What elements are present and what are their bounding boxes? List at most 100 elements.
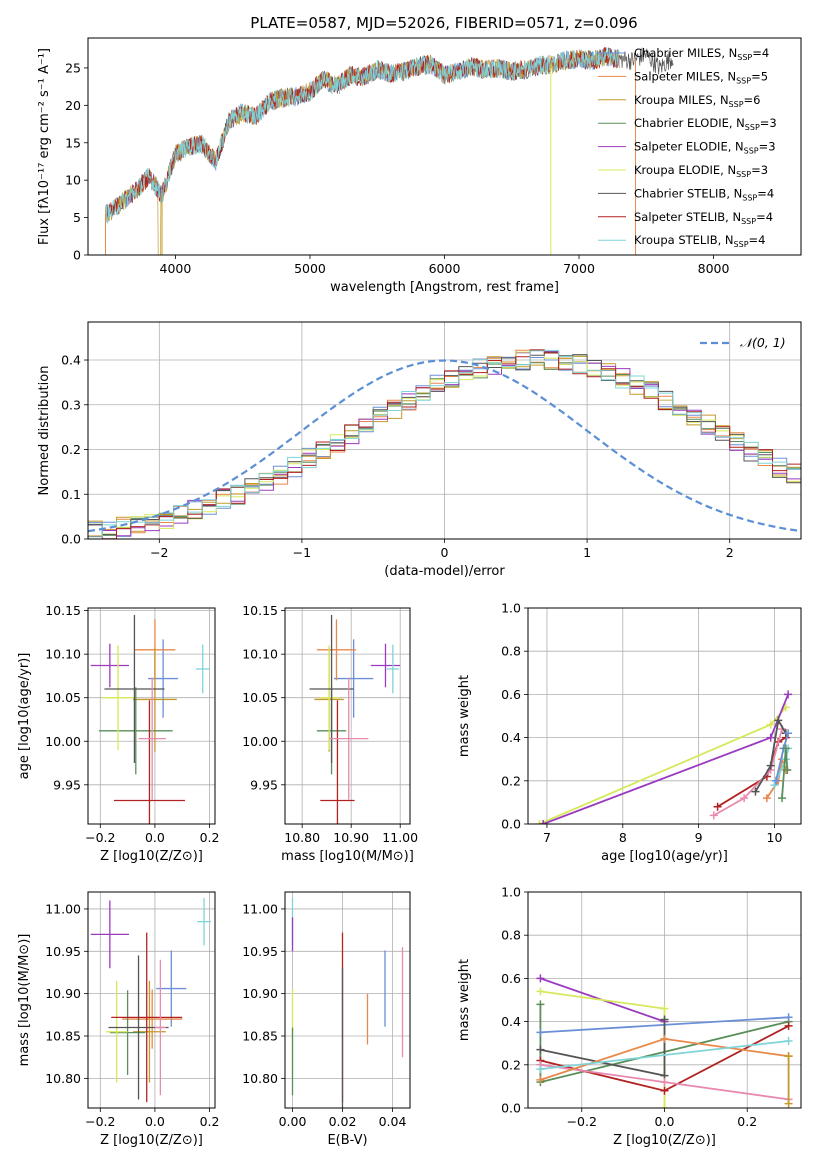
y-tick-label: 0.2 bbox=[61, 442, 81, 457]
weight-marker bbox=[536, 1075, 545, 1084]
y-tick-label: 0.4 bbox=[61, 353, 81, 368]
legend-subscript: SSP bbox=[734, 240, 749, 249]
legend-subscript: SSP bbox=[742, 193, 757, 202]
errorbar-point bbox=[156, 950, 187, 1027]
y-tick-label: 0.3 bbox=[61, 397, 81, 412]
weight-marker bbox=[784, 1052, 793, 1061]
y-tick-label: 0.0 bbox=[501, 1101, 521, 1116]
panel-age-vs-mass: 10.80 10.90 11.00 9.95 10.00 10.05 10.10 10.15 m… bbox=[242, 603, 418, 864]
legend-label: Kroupa STELIB, NSSP=4 bbox=[634, 233, 765, 249]
y-tick-label: 0.0 bbox=[61, 532, 81, 547]
weight-marker bbox=[774, 716, 783, 725]
weight-line bbox=[754, 717, 787, 793]
y-tick-label: 9.95 bbox=[53, 777, 81, 792]
errorbar-point bbox=[104, 614, 165, 764]
errorbar-point bbox=[90, 900, 129, 969]
weight-marker bbox=[781, 744, 790, 753]
errorbar-point bbox=[105, 980, 128, 1083]
panel-residual-histogram: −2 −1 0 1 2 0.0 0.1 0.2 0.3 0.4 (data-model)/error… bbox=[37, 321, 802, 579]
plot-area bbox=[90, 897, 211, 1103]
spectrum-line bbox=[105, 46, 620, 224]
weight-marker bbox=[536, 987, 545, 996]
legend-label: Kroupa MILES, NSSP=6 bbox=[634, 93, 760, 109]
legend-value: =4 bbox=[749, 233, 766, 247]
weight-marker bbox=[762, 794, 771, 803]
errorbar-point bbox=[90, 643, 129, 688]
weight-marker bbox=[660, 1034, 669, 1043]
y-tick-label: 11.00 bbox=[242, 901, 278, 916]
legend-text: Chabrier MILES, N bbox=[634, 46, 737, 60]
x-tick-label: 0.00 bbox=[279, 1114, 307, 1129]
y-tick-label: 10.85 bbox=[242, 1029, 278, 1044]
weight-line bbox=[540, 1040, 789, 1070]
y-tick-label: 10.95 bbox=[45, 944, 81, 959]
x-tick-label: 9 bbox=[695, 830, 703, 845]
weight-marker bbox=[784, 1013, 793, 1022]
y-axis-label: mass weight bbox=[457, 959, 472, 1041]
errorbar-point bbox=[148, 639, 179, 718]
weight-marker bbox=[784, 1021, 793, 1030]
legend-subscript: SSP bbox=[729, 100, 744, 109]
legend-value: =3 bbox=[760, 116, 777, 130]
y-tick-label: 0.8 bbox=[501, 644, 521, 659]
x-tick-label: 0.0 bbox=[145, 830, 165, 845]
y-axis-label: mass [log10(M/M⊙)] bbox=[17, 934, 32, 1067]
axes-frame bbox=[284, 607, 411, 825]
weight-marker bbox=[660, 1086, 669, 1095]
plot-area bbox=[88, 349, 801, 539]
weight-marker bbox=[713, 802, 722, 811]
y-tick-label: 20 bbox=[65, 98, 81, 113]
weight-marker bbox=[709, 811, 718, 820]
x-tick-label: 0.04 bbox=[379, 1114, 407, 1129]
legend-value: =5 bbox=[751, 69, 768, 83]
x-tick-label: 1 bbox=[583, 545, 591, 560]
weight-line bbox=[540, 990, 666, 1108]
legend-text: Kroupa ELODIE, N bbox=[634, 163, 736, 177]
errorbar-point bbox=[386, 644, 399, 694]
y-tick-label: 10.05 bbox=[242, 690, 278, 705]
y-tick-label: 9.95 bbox=[250, 777, 278, 792]
plot-area bbox=[535, 690, 793, 824]
x-tick-label: 0.0 bbox=[145, 1114, 165, 1129]
weight-marker bbox=[784, 1037, 793, 1046]
x-tick-label: 2 bbox=[726, 545, 734, 560]
weight-marker bbox=[778, 794, 787, 803]
legend-subscript: SSP bbox=[736, 170, 751, 179]
legend-label: Kroupa ELODIE, NSSP=3 bbox=[634, 163, 768, 179]
errorbar-point bbox=[197, 897, 211, 946]
axes-frame bbox=[527, 891, 802, 1109]
y-tick-label: 10.15 bbox=[242, 603, 278, 618]
weight-line bbox=[539, 706, 787, 824]
errorbar-point bbox=[309, 614, 354, 764]
weight-line bbox=[542, 694, 789, 824]
legend-text: Chabrier ELODIE, N bbox=[634, 116, 745, 130]
weight-marker bbox=[660, 1104, 669, 1108]
errorbar-point bbox=[133, 647, 177, 752]
errorbar-point bbox=[113, 700, 185, 824]
y-tick-label: 10.10 bbox=[45, 647, 81, 662]
errorbar-point bbox=[154, 959, 166, 1096]
y-axis-label: mass weight bbox=[457, 675, 472, 757]
plot-area bbox=[291, 897, 404, 1108]
weight-marker bbox=[536, 1065, 545, 1074]
weight-marker bbox=[536, 1000, 545, 1009]
errorbar-point bbox=[370, 643, 401, 688]
weight-marker bbox=[660, 1015, 669, 1024]
weight-marker bbox=[740, 794, 749, 803]
weight-marker bbox=[783, 766, 792, 774]
weight-marker bbox=[784, 690, 793, 699]
weight-marker bbox=[660, 1004, 669, 1013]
plot-area bbox=[536, 974, 793, 1108]
y-tick-label: 10.15 bbox=[45, 603, 81, 618]
errorbar-point bbox=[334, 639, 374, 718]
figure-title: PLATE=0587, MJD=52026, FIBERID=0571, z=0… bbox=[250, 14, 637, 32]
panel-mass-weight-vs-age: 7 8 9 10 0.0 0.2 0.4 0.6 0.8 1.0 age [log10(age/yr… bbox=[457, 601, 802, 864]
y-tick-label: 1.0 bbox=[501, 885, 521, 900]
axes-frame bbox=[87, 891, 216, 1109]
legend-value: =4 bbox=[757, 186, 774, 200]
panel-mass-vs-EBV: 0.00 0.02 0.04 10.80 10.85 10.90 10.95 11.00 E(B… bbox=[242, 891, 411, 1148]
normal-curve bbox=[88, 359, 801, 533]
x-tick-label: 10.80 bbox=[284, 830, 320, 845]
y-tick-label: 15 bbox=[65, 135, 81, 150]
weight-marker bbox=[751, 787, 760, 796]
